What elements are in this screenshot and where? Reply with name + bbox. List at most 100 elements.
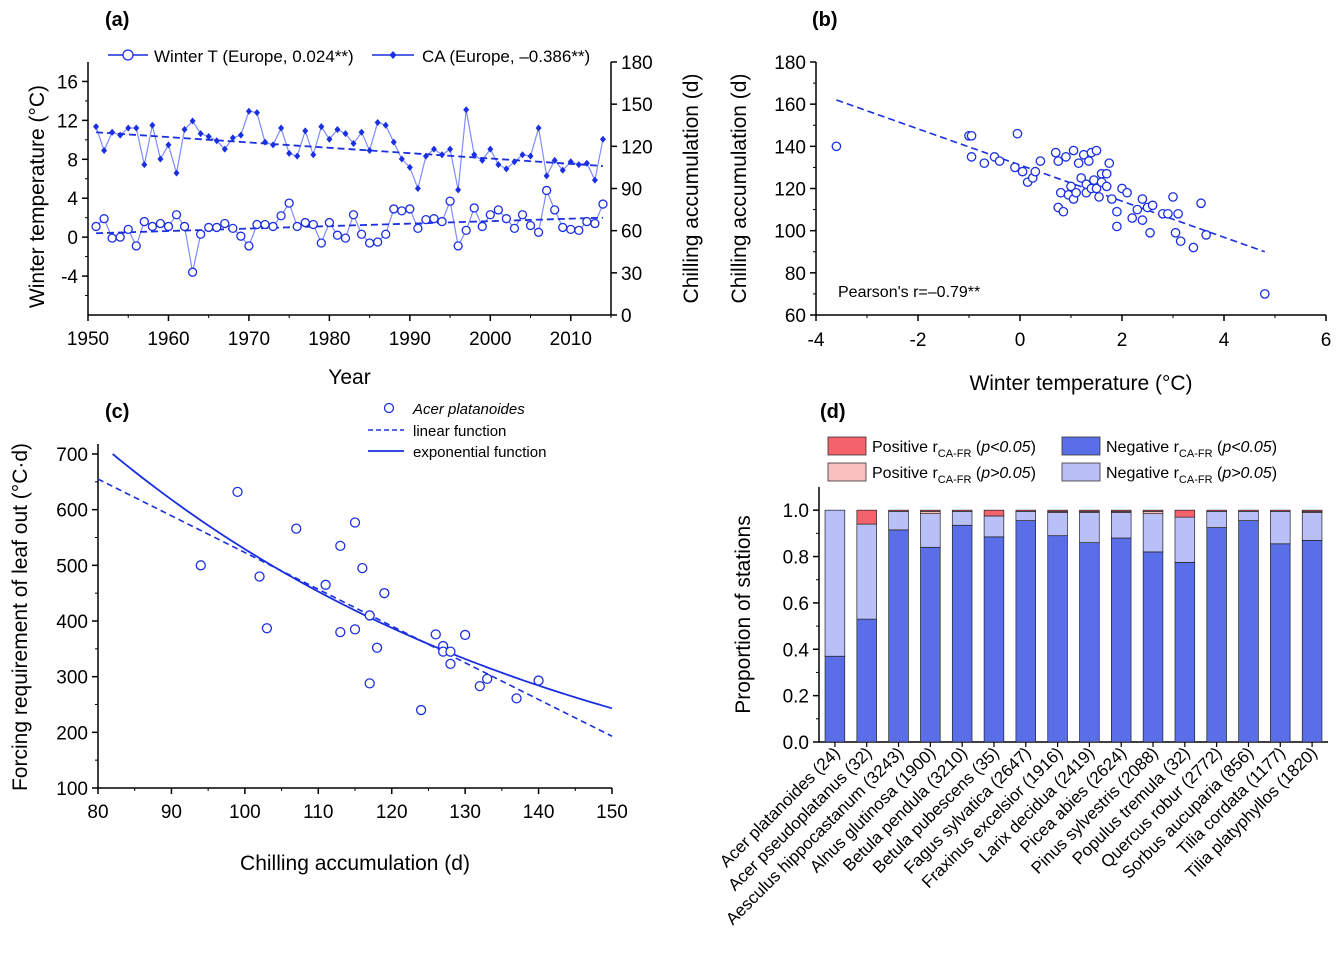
x-tick-label: 120 <box>376 802 408 823</box>
bar-segment <box>1174 509 1196 518</box>
point-winter-t <box>590 218 600 229</box>
x-tick-label: -2 <box>910 330 927 351</box>
y-tick-label: 500 <box>56 556 88 577</box>
point-ca <box>213 137 220 145</box>
point-ca <box>463 106 470 114</box>
point-ca <box>382 121 389 129</box>
point-winter-t <box>220 218 230 229</box>
point-winter-t <box>509 223 520 234</box>
bar-segment <box>1047 535 1068 743</box>
x-tick-label: 130 <box>449 802 481 823</box>
legend-label: Positive rCA-FR (p>0.05) <box>872 465 1036 486</box>
point-ca <box>374 118 381 126</box>
bar-segment <box>1079 542 1100 743</box>
bar-segment <box>1206 510 1227 528</box>
x-tick-label: 2000 <box>469 329 511 350</box>
point-ca <box>543 172 550 180</box>
point-winter-t <box>364 238 375 248</box>
point-winter-t <box>260 219 270 230</box>
scatter-point <box>1168 192 1178 202</box>
scatter-point <box>1170 227 1181 238</box>
point-ca <box>149 121 156 129</box>
bar-segment <box>888 509 909 512</box>
point-winter-t <box>187 267 198 277</box>
scatter-point <box>1012 128 1023 139</box>
y2-axis-title: Chilling accumulation (d) <box>680 74 703 304</box>
point-winter-t <box>228 223 238 234</box>
exponential-fit-line <box>112 453 613 710</box>
point-ca <box>165 141 172 149</box>
bar-segment <box>1174 516 1196 563</box>
legend-swatch <box>827 462 867 482</box>
scatter-point <box>831 141 842 152</box>
scatter-point <box>1050 147 1061 158</box>
bar-segment <box>888 510 909 531</box>
point-ca <box>326 135 333 143</box>
bar-segment <box>856 618 877 743</box>
bar-segment <box>1270 543 1291 743</box>
x-axis-title: Chilling accumulation (d) <box>240 852 470 875</box>
point-ca <box>294 152 301 160</box>
scatter-point <box>1094 192 1104 202</box>
point-winter-t <box>598 199 608 209</box>
panel-b: -4 -2 0 2 4 6 60 80 100 120 140 160 180 Winter temper… <box>728 53 1331 395</box>
point-winter-t <box>171 210 182 220</box>
y2-tick-label: 90 <box>621 180 642 201</box>
point-winter-t <box>453 241 463 251</box>
y-tick-label: 0.2 <box>783 687 809 708</box>
point-ca <box>173 169 180 177</box>
point-winter-t <box>123 224 133 235</box>
point-winter-t <box>373 237 383 247</box>
y-tick-label: 600 <box>56 501 88 522</box>
scatter-point <box>1101 181 1112 192</box>
point-winter-t <box>212 222 222 233</box>
legend-swatch <box>1061 436 1101 456</box>
scatter-point <box>364 610 375 621</box>
y-tick-label: 0 <box>67 228 78 249</box>
scatter-point <box>1127 213 1138 223</box>
scatter-point <box>1137 215 1148 225</box>
bar-segment <box>888 529 909 743</box>
bar-segment <box>1015 509 1036 512</box>
y-tick-label: 0.6 <box>783 594 809 615</box>
y-axis-title: Winter temperature (°C) <box>26 85 49 308</box>
bar-segment <box>1206 509 1227 512</box>
point-ca <box>109 128 116 136</box>
linear-fit-line <box>97 478 613 737</box>
bar-segment <box>951 509 973 512</box>
x-tick-label: 1950 <box>67 329 109 350</box>
scatter-point <box>1053 156 1064 166</box>
point-winter-t <box>413 223 423 234</box>
scatter-point <box>1196 198 1206 209</box>
bar-segment <box>951 524 973 743</box>
legend-swatch-marker <box>383 402 395 414</box>
point-ca <box>479 156 486 164</box>
scatter-point <box>357 562 368 574</box>
y-tick-label: 120 <box>774 180 806 201</box>
scatter-point <box>1163 208 1173 219</box>
point-winter-t <box>147 221 158 232</box>
point-ca <box>599 135 606 143</box>
point-winter-t <box>292 221 302 232</box>
legend-swatch <box>827 436 867 456</box>
bar-segment <box>1301 512 1323 541</box>
scatter-point <box>445 646 456 657</box>
point-ca <box>318 123 325 131</box>
point-ca <box>189 117 196 125</box>
x-tick-label: 1980 <box>308 329 350 350</box>
scatter-point <box>1035 156 1046 166</box>
point-ca <box>286 149 293 157</box>
y-tick-label: 160 <box>774 95 806 116</box>
bar-segment <box>920 513 941 548</box>
point-winter-t <box>204 222 214 233</box>
y-tick-label: 140 <box>774 137 806 158</box>
y-tick-label: 0.4 <box>783 640 810 661</box>
y-tick-label: 400 <box>56 612 88 633</box>
bar-segment <box>824 509 846 657</box>
bar-segment <box>856 509 877 525</box>
point-winter-t <box>493 205 504 215</box>
point-winter-t <box>437 216 447 227</box>
point-winter-t <box>268 221 278 232</box>
legend-label: Winter T (Europe, 0.024**) <box>154 47 354 66</box>
point-ca <box>439 151 446 159</box>
